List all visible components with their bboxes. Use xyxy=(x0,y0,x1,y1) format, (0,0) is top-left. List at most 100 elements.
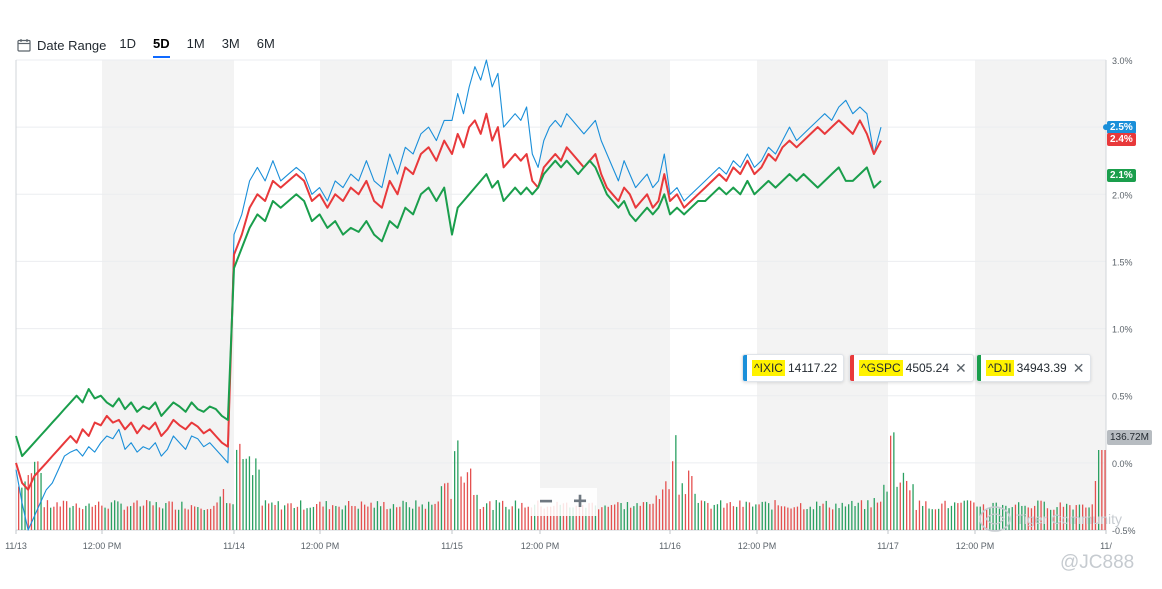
range-5d-button[interactable]: 5D xyxy=(153,36,170,58)
volume-bar xyxy=(505,506,507,530)
volume-bar xyxy=(174,509,177,530)
volume-bar xyxy=(1027,507,1029,530)
volume-bar xyxy=(1088,507,1090,530)
volume-bar xyxy=(152,505,154,530)
volume-bar xyxy=(1069,505,1071,530)
volume-bar xyxy=(530,507,533,530)
volume-bar xyxy=(790,508,792,530)
volume-bar xyxy=(825,500,827,530)
x-tick-label: 12:00 PM xyxy=(83,541,122,551)
volume-bar xyxy=(976,506,978,530)
range-1m-button[interactable]: 1M xyxy=(186,36,205,51)
volume-bar xyxy=(848,504,850,530)
volume-bar xyxy=(906,480,908,530)
volume-bar xyxy=(787,507,789,530)
range-1d-button[interactable]: 1D xyxy=(119,36,137,51)
volume-bar xyxy=(421,504,423,530)
legend-ixic-symbol: ^IXIC xyxy=(752,360,785,376)
volume-bar xyxy=(598,509,600,530)
volume-bar xyxy=(550,506,552,530)
volume-bar xyxy=(918,500,921,530)
volume-bar xyxy=(408,507,411,530)
volume-bar xyxy=(601,507,603,530)
range-3m-button[interactable]: 3M xyxy=(221,36,240,51)
volume-bar xyxy=(569,507,571,530)
volume-bar xyxy=(684,494,687,530)
volume-bar xyxy=(1046,508,1049,530)
volume-bar xyxy=(300,500,302,530)
date-range-button[interactable]: Date Range xyxy=(17,38,106,53)
volume-bar xyxy=(107,508,109,530)
session-shade xyxy=(975,60,1106,530)
volume-bar xyxy=(562,503,565,530)
x-tick-label: 11/13 xyxy=(5,541,27,551)
x-tick-label: 12:00 PM xyxy=(301,541,340,551)
volume-bar xyxy=(649,504,651,530)
volume-bar xyxy=(296,506,299,530)
volume-bar xyxy=(392,504,395,530)
volume-bar xyxy=(1018,502,1020,530)
session-shade xyxy=(757,60,888,530)
volume-bar xyxy=(835,503,837,530)
volume-bar xyxy=(870,507,872,530)
volume-bar xyxy=(1034,505,1036,530)
x-tick-label: 12:00 PM xyxy=(521,541,560,551)
volume-bar xyxy=(755,504,757,530)
legend-gspc-close-icon[interactable]: ✕ xyxy=(955,359,967,376)
volume-bar xyxy=(678,494,680,530)
volume-bar xyxy=(902,472,905,530)
legend-dji[interactable]: ^DJI 34943.39 ✕ xyxy=(976,354,1092,382)
legend-dji-symbol: ^DJI xyxy=(986,360,1014,376)
volume-bar xyxy=(168,501,170,530)
volume-bar xyxy=(399,506,401,530)
volume-bar xyxy=(1053,509,1055,530)
volume-bar xyxy=(405,502,407,530)
legend-gspc-color xyxy=(850,355,854,381)
volume-bar xyxy=(386,509,388,530)
volume-bar xyxy=(1062,506,1065,530)
volume-bar xyxy=(623,509,625,530)
volume-bar xyxy=(489,501,491,530)
volume-bar xyxy=(457,440,459,530)
volume-bar xyxy=(284,505,286,530)
volume-bar xyxy=(957,503,959,530)
volume-bar xyxy=(82,509,84,530)
volume-bar xyxy=(617,502,619,530)
volume-bar xyxy=(213,505,215,530)
range-6m-button[interactable]: 6M xyxy=(256,36,275,51)
volume-bar xyxy=(434,503,436,530)
legend-dji-close-icon[interactable]: ✕ xyxy=(1072,359,1085,376)
volume-bar xyxy=(736,506,738,530)
volume-bar xyxy=(30,473,33,530)
legend-gspc[interactable]: ^GSPC 4505.24 ✕ xyxy=(849,354,974,382)
volume-bar xyxy=(838,508,840,530)
volume-bar xyxy=(716,504,719,530)
volume-bar xyxy=(534,504,536,530)
volume-bar xyxy=(655,495,657,530)
zoom-in-button[interactable]: + xyxy=(563,488,597,516)
volume-bar xyxy=(460,476,462,530)
calendar-icon xyxy=(17,39,31,52)
volume-bar xyxy=(1094,480,1097,530)
volume-bar xyxy=(764,501,767,530)
volume-bar xyxy=(982,504,985,530)
volume-bar xyxy=(466,472,469,530)
volume-bar xyxy=(463,482,465,530)
volume-bar xyxy=(437,501,439,530)
session-shade xyxy=(540,60,670,530)
volume-bar xyxy=(114,500,116,530)
zoom-out-button[interactable]: − xyxy=(529,488,563,516)
series-line-gspc xyxy=(15,112,882,491)
volume-bar xyxy=(726,503,728,530)
volume-bar xyxy=(998,508,1001,530)
x-tick-label: 11/ xyxy=(1100,541,1112,551)
volume-bar xyxy=(672,461,674,530)
volume-bar xyxy=(322,506,324,530)
volume-bar xyxy=(402,500,404,530)
x-tick-label: 12:00 PM xyxy=(956,541,995,551)
volume-bar xyxy=(88,503,90,530)
legend-ixic[interactable]: ^IXIC 14117.22 xyxy=(742,354,845,382)
y-tick-label: 2.0% xyxy=(1112,190,1133,200)
volume-bar xyxy=(328,509,331,530)
